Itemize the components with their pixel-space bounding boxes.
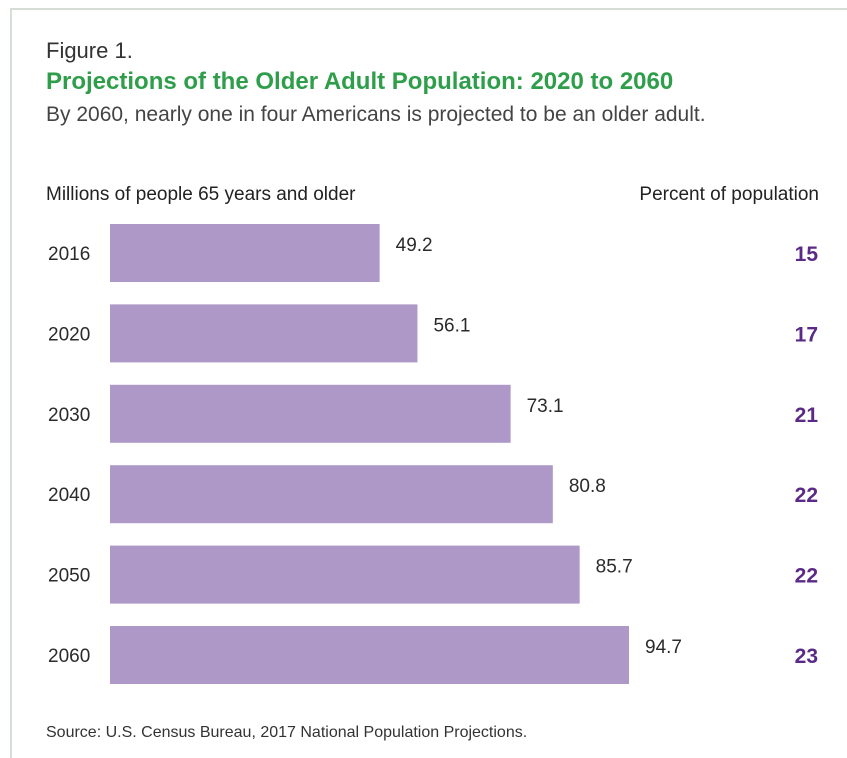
- percent-label-2030: 21: [795, 404, 819, 427]
- percent-label-2020: 17: [795, 323, 818, 346]
- figure-label: Figure 1.: [46, 38, 133, 63]
- year-label-2050: 2050: [48, 566, 90, 587]
- bar-2020: [110, 304, 418, 363]
- bar-2016: [110, 224, 380, 282]
- year-label-2060: 2060: [48, 646, 90, 667]
- value-label-2050: 85.7: [596, 557, 633, 578]
- percent-label-2050: 22: [795, 565, 818, 588]
- right-column-header: Percent of population: [639, 184, 819, 205]
- bar-2060: [110, 626, 629, 684]
- bar-2050: [110, 545, 580, 604]
- year-label-2040: 2040: [48, 485, 90, 506]
- year-label-2016: 2016: [48, 244, 90, 265]
- year-label-2030: 2030: [48, 405, 90, 426]
- value-label-2030: 73.1: [527, 396, 564, 417]
- chart-subtitle: By 2060, nearly one in four Americans is…: [46, 103, 706, 126]
- value-label-2016: 49.2: [396, 235, 433, 256]
- left-column-header: Millions of people 65 years and older: [46, 184, 356, 205]
- value-label-2040: 80.8: [569, 476, 606, 497]
- chart-title: Projections of the Older Adult Populatio…: [46, 68, 674, 95]
- value-label-2020: 56.1: [433, 315, 470, 336]
- bar-2030: [110, 384, 511, 443]
- value-label-2060: 94.7: [645, 637, 682, 658]
- bar-2040: [110, 465, 553, 524]
- percent-label-2040: 22: [795, 484, 818, 507]
- year-label-2020: 2020: [48, 324, 90, 345]
- percent-label-2060: 23: [795, 645, 818, 668]
- percent-label-2016: 15: [795, 243, 819, 266]
- source-note: Source: U.S. Census Bureau, 2017 Nationa…: [46, 724, 528, 741]
